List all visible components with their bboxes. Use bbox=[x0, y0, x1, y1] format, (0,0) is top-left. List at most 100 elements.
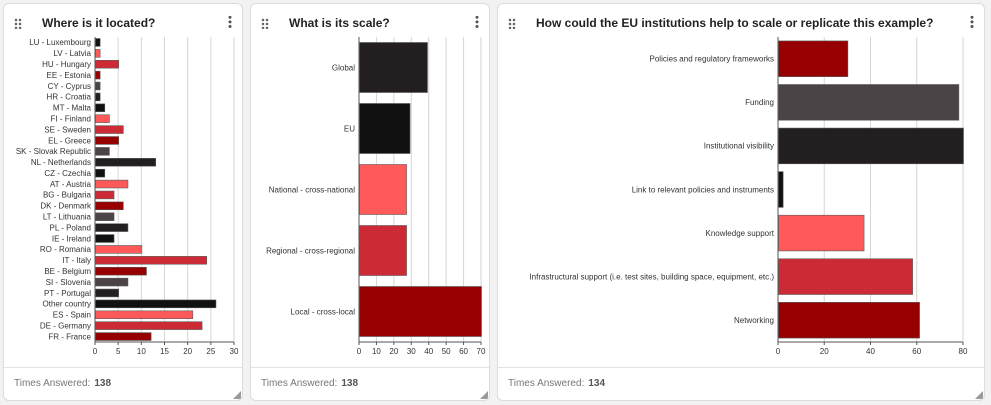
drag-handle-icon[interactable] bbox=[14, 18, 22, 29]
category-label: SI - Slovenia bbox=[46, 278, 92, 287]
panel-title: Where is it located? bbox=[42, 16, 156, 30]
panel-header: What is its scale? bbox=[251, 4, 489, 40]
category-label: RO - Romania bbox=[40, 245, 92, 254]
category-label: SE - Sweden bbox=[44, 125, 91, 134]
bar bbox=[95, 103, 106, 113]
category-label: BE - Belgium bbox=[44, 267, 91, 276]
panel-footer: Times Answered: 138 bbox=[251, 367, 489, 400]
bar bbox=[95, 168, 106, 178]
category-label: HU - Hungary bbox=[42, 60, 91, 69]
bar bbox=[359, 164, 407, 215]
category-label: Networking bbox=[734, 316, 774, 325]
category-label: CY - Cyprus bbox=[48, 82, 91, 91]
category-label: HR - Croatia bbox=[47, 93, 92, 102]
category-label: PL - Poland bbox=[49, 223, 91, 232]
bar bbox=[359, 225, 407, 276]
category-label: SK - Slovak Republic bbox=[16, 147, 91, 156]
bar bbox=[95, 49, 101, 58]
bar bbox=[95, 223, 129, 232]
category-label: BG - Bulgaria bbox=[43, 191, 92, 200]
tick-label: 50 bbox=[442, 347, 451, 356]
bar bbox=[778, 171, 784, 208]
drag-handle-icon[interactable] bbox=[508, 18, 516, 29]
bar bbox=[778, 214, 865, 252]
bar bbox=[95, 321, 203, 330]
panel-eu-help: How could the EU institutions help to sc… bbox=[497, 3, 985, 401]
bar bbox=[778, 84, 960, 121]
panel-footer: Times Answered: 134 bbox=[498, 367, 984, 400]
category-label: Knowledge support bbox=[706, 229, 775, 238]
times-answered-count: 134 bbox=[588, 378, 606, 389]
more-options-icon[interactable] bbox=[473, 15, 481, 29]
category-label: Institutional visibility bbox=[704, 142, 774, 151]
drag-handle-icon[interactable] bbox=[261, 18, 269, 29]
category-label: Policies and regulatory frameworks bbox=[650, 55, 775, 64]
panel-scale: What is its scale? Global EU National - cr… bbox=[250, 3, 490, 401]
tick-label: 20 bbox=[389, 347, 398, 356]
tick-label: 40 bbox=[424, 347, 433, 356]
resize-handle-icon[interactable] bbox=[975, 391, 983, 399]
more-options-icon[interactable] bbox=[226, 15, 234, 29]
resize-handle-icon[interactable] bbox=[233, 391, 241, 399]
category-label: LU - Luxembourg bbox=[29, 38, 91, 47]
times-answered-count: 138 bbox=[341, 378, 359, 389]
category-label: Other country bbox=[43, 300, 91, 309]
category-label: EU bbox=[344, 124, 355, 133]
bar bbox=[95, 299, 217, 309]
bar bbox=[95, 158, 157, 167]
tick-label: 10 bbox=[137, 347, 146, 356]
times-answered-count: 138 bbox=[94, 378, 112, 389]
category-label: AT - Austria bbox=[50, 180, 92, 189]
eu-help-bar-chart: Policies and regulatory frameworks Fundin… bbox=[529, 37, 968, 356]
resize-handle-icon[interactable] bbox=[480, 391, 488, 399]
category-label: CZ - Czechia bbox=[44, 169, 91, 178]
tick-label: 5 bbox=[116, 347, 121, 356]
bar bbox=[359, 42, 428, 93]
bar bbox=[95, 92, 101, 102]
bar bbox=[95, 81, 101, 91]
bar bbox=[95, 136, 119, 145]
panel-title: What is its scale? bbox=[289, 16, 390, 30]
bar bbox=[95, 277, 129, 287]
panel-footer: Times Answered: 138 bbox=[4, 367, 242, 400]
category-label: Link to relevant policies and instrument… bbox=[632, 185, 774, 194]
tick-label: 30 bbox=[407, 347, 416, 356]
bar bbox=[95, 288, 119, 298]
category-label: Local - cross-local bbox=[291, 307, 356, 316]
tick-label: 0 bbox=[357, 347, 362, 356]
bar bbox=[95, 147, 110, 156]
category-label: IT - Italy bbox=[62, 256, 91, 265]
category-label: Global bbox=[332, 63, 355, 72]
category-label: Funding bbox=[745, 98, 774, 107]
category-label: FI - Finland bbox=[51, 114, 91, 123]
bar bbox=[95, 212, 115, 221]
category-label: LT - Lithuania bbox=[43, 213, 92, 222]
scale-bar-chart: Global EU National - cross-national Regiona… bbox=[266, 37, 486, 356]
tick-label: 20 bbox=[820, 347, 829, 356]
bar bbox=[778, 258, 913, 295]
category-label: EE - Estonia bbox=[47, 71, 92, 80]
more-options-icon[interactable] bbox=[968, 15, 976, 29]
bar bbox=[778, 302, 920, 339]
panel-location: Where is it located? LU - Luxembourg LV -… bbox=[3, 3, 243, 401]
bar bbox=[359, 286, 482, 337]
tick-label: 80 bbox=[959, 347, 968, 356]
location-bar-chart: LU - Luxembourg LV - Latvia HU - Hungary EE… bbox=[16, 37, 239, 356]
tick-label: 70 bbox=[477, 347, 486, 356]
category-label: DK - Denmark bbox=[40, 202, 92, 211]
tick-label: 0 bbox=[93, 347, 98, 356]
times-answered-label: Times Answered: bbox=[508, 378, 585, 389]
bar bbox=[778, 40, 849, 77]
category-label: Infrastructural support (i.e. test sites… bbox=[529, 272, 774, 281]
category-label: MT - Malta bbox=[53, 104, 92, 113]
bar bbox=[95, 60, 119, 69]
times-answered-label: Times Answered: bbox=[261, 378, 338, 389]
bar bbox=[95, 38, 101, 47]
bar bbox=[95, 245, 143, 254]
bar bbox=[95, 266, 147, 276]
category-label: ES - Spain bbox=[53, 311, 91, 320]
category-label: NL - Netherlands bbox=[31, 158, 91, 167]
panel-header: How could the EU institutions help to sc… bbox=[498, 4, 984, 40]
tick-label: 40 bbox=[866, 347, 875, 356]
tick-label: 15 bbox=[160, 347, 169, 356]
